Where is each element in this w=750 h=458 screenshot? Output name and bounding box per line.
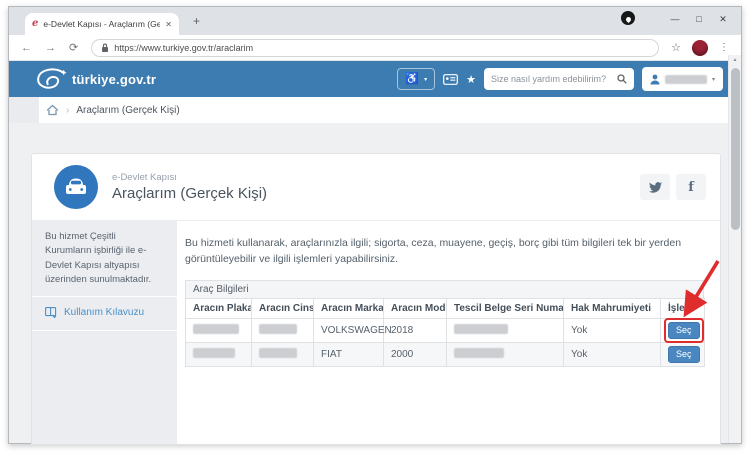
page-scrollbar[interactable]: ▲	[728, 55, 741, 443]
browser-menu-icon[interactable]: ⋮	[719, 42, 729, 53]
social-share: f	[640, 174, 706, 200]
twitter-share-button[interactable]	[640, 174, 670, 200]
url-text: https://www.turkiye.gov.tr/araclarim	[114, 42, 254, 53]
service-description: Bu hizmeti kullanarak, araçlarınızla ilg…	[185, 237, 682, 266]
redacted-plate	[193, 347, 235, 358]
user-icon	[650, 74, 660, 84]
col-brand: Aracın Markası	[313, 297, 384, 319]
usage-guide-link[interactable]: Kullanım Kılavuzu	[45, 306, 164, 321]
table-caption: Araç Bilgileri	[185, 279, 704, 298]
new-tab-button[interactable]: +	[193, 14, 201, 28]
main-content: Bu hizmeti kullanarak, araçlarınızla ilg…	[177, 221, 720, 444]
vehicles-table: Araç Bilgileri Aracın Plakası Aracın	[185, 259, 720, 368]
close-button[interactable]: ✕	[719, 14, 727, 24]
browser-tab[interactable]: e e-Devlet Kapısı - Araçlarım (Gerç ✕	[25, 13, 179, 35]
favorites-star-icon[interactable]: ★	[466, 73, 476, 86]
chevron-down-icon: ▾	[424, 76, 428, 83]
maximize-button[interactable]: □	[696, 14, 702, 24]
forward-icon[interactable]: →	[45, 41, 56, 54]
table-row: VOLKSWAGEN 2018 Yok	[185, 259, 720, 344]
logo-text: türkiye.gov.tr	[72, 71, 157, 87]
sidebar-divider	[32, 296, 177, 297]
turkiye-gov-logo[interactable]: türkiye.gov.tr	[35, 67, 156, 91]
service-card-header: e-Devlet Kapısı Araçlarım (Gerçek Kişi) …	[32, 154, 720, 220]
search-icon[interactable]	[617, 74, 627, 84]
sidebar-info-text: Bu hizmet Çeşitli Kurumların işbirliği i…	[45, 231, 152, 285]
minimize-button[interactable]: —	[670, 14, 680, 24]
manual-book-icon	[45, 307, 57, 318]
car-icon	[54, 165, 98, 209]
facebook-share-button[interactable]: f	[676, 174, 706, 200]
search-input[interactable]	[490, 74, 617, 84]
brand-cell: FIAT	[313, 341, 384, 368]
select-wrap: Seç	[668, 345, 700, 364]
window-controls: — □ ✕	[663, 9, 735, 29]
twitter-icon	[648, 181, 662, 193]
col-plate: Aracın Plakası	[185, 297, 252, 319]
redacted-registration	[454, 347, 504, 358]
back-icon[interactable]: ←	[21, 41, 32, 54]
scrollbar-thumb[interactable]	[731, 68, 740, 230]
address-bar: ← → ⟳ https://www.turkiye.gov.tr/araclar…	[9, 35, 741, 61]
col-restriction: Hak Mahrumiyeti	[563, 297, 661, 319]
table-row: FIAT 2000 Yok Seç	[185, 341, 705, 368]
extension-icon[interactable]	[621, 11, 635, 25]
page-title: Araçlarım (Gerçek Kişi)	[112, 185, 268, 202]
breadcrumb-lead-block	[9, 97, 39, 123]
service-kicker: e-Devlet Kapısı	[112, 172, 177, 183]
page-body: e-Devlet Kapısı Araçlarım (Gerçek Kişi) …	[9, 123, 741, 445]
usage-guide-label: Kullanım Kılavuzu	[64, 307, 145, 318]
restriction-cell: Yok	[563, 317, 661, 343]
annotation-highlight-box: Seç	[664, 259, 720, 344]
brand-cell: VOLKSWAGEN	[313, 317, 392, 343]
restriction-cell: Yok	[563, 341, 661, 368]
tab-strip: e e-Devlet Kapısı - Araçlarım (Gerç ✕ + …	[9, 7, 741, 35]
id-card-icon[interactable]	[443, 73, 459, 85]
chevron-icon: ›	[66, 104, 70, 116]
accessibility-icon: ♿	[405, 72, 420, 85]
redacted-registration	[454, 323, 508, 334]
portal-search[interactable]	[483, 68, 634, 90]
col-model: Aracın Modeli	[383, 297, 447, 319]
breadcrumb-current[interactable]: Araçlarım (Gerçek Kişi)	[76, 104, 180, 116]
redacted-user-name	[664, 74, 707, 84]
sidebar: Bu hizmet Çeşitli Kurumların işbirliği i…	[32, 221, 177, 444]
edevlet-swirl-icon	[37, 68, 67, 89]
col-registration: Tescil Belge Seri Numarası	[446, 297, 564, 319]
sidebar-divider	[32, 330, 177, 331]
breadcrumb: › Araçlarım (Gerçek Kişi)	[9, 97, 741, 123]
facebook-icon: f	[688, 179, 694, 195]
model-cell: 2000	[383, 341, 447, 368]
chevron-down-icon: ▾	[711, 76, 715, 83]
lock-icon	[102, 43, 109, 52]
edevlet-favicon-icon: e	[32, 18, 39, 29]
bookmark-star-icon[interactable]: ☆	[671, 42, 681, 54]
home-icon[interactable]	[46, 104, 59, 116]
redacted-plate	[193, 323, 239, 334]
redacted-type	[259, 347, 297, 358]
tab-close-icon[interactable]: ✕	[165, 19, 172, 29]
col-action: İşlem	[660, 297, 705, 319]
url-field[interactable]: https://www.turkiye.gov.tr/araclarim	[91, 38, 660, 57]
browser-profile-avatar[interactable]	[692, 39, 708, 56]
redacted-type	[259, 323, 297, 334]
service-card: e-Devlet Kapısı Araçlarım (Gerçek Kişi) …	[31, 153, 721, 445]
portal-header-actions: ♿ ▾ ★	[397, 67, 723, 91]
col-type: Aracın Cinsi	[251, 297, 314, 319]
user-account-menu[interactable]: ▾	[641, 67, 723, 91]
address-bar-actions: ☆ ⋮	[671, 39, 729, 56]
browser-window: e e-Devlet Kapısı - Araçlarım (Gerç ✕ + …	[8, 6, 742, 445]
service-titles: e-Devlet Kapısı Araçlarım (Gerçek Kişi)	[112, 172, 640, 202]
select-vehicle-button[interactable]: Seç	[668, 321, 700, 339]
select-vehicle-button[interactable]: Seç	[668, 345, 700, 364]
scroll-up-icon[interactable]: ▲	[732, 57, 738, 63]
portal-header: türkiye.gov.tr ♿ ▾ ★	[9, 61, 741, 97]
tab-title: e-Devlet Kapısı - Araçlarım (Gerç	[43, 19, 161, 29]
accessibility-menu[interactable]: ♿ ▾	[397, 68, 436, 90]
refresh-icon[interactable]: ⟳	[69, 42, 79, 54]
table-header-row: Aracın Plakası Aracın Cinsi Aracın Marka…	[185, 297, 705, 319]
model-cell: 2018	[383, 317, 447, 343]
service-card-body: Bu hizmet Çeşitli Kurumların işbirliği i…	[32, 220, 720, 444]
